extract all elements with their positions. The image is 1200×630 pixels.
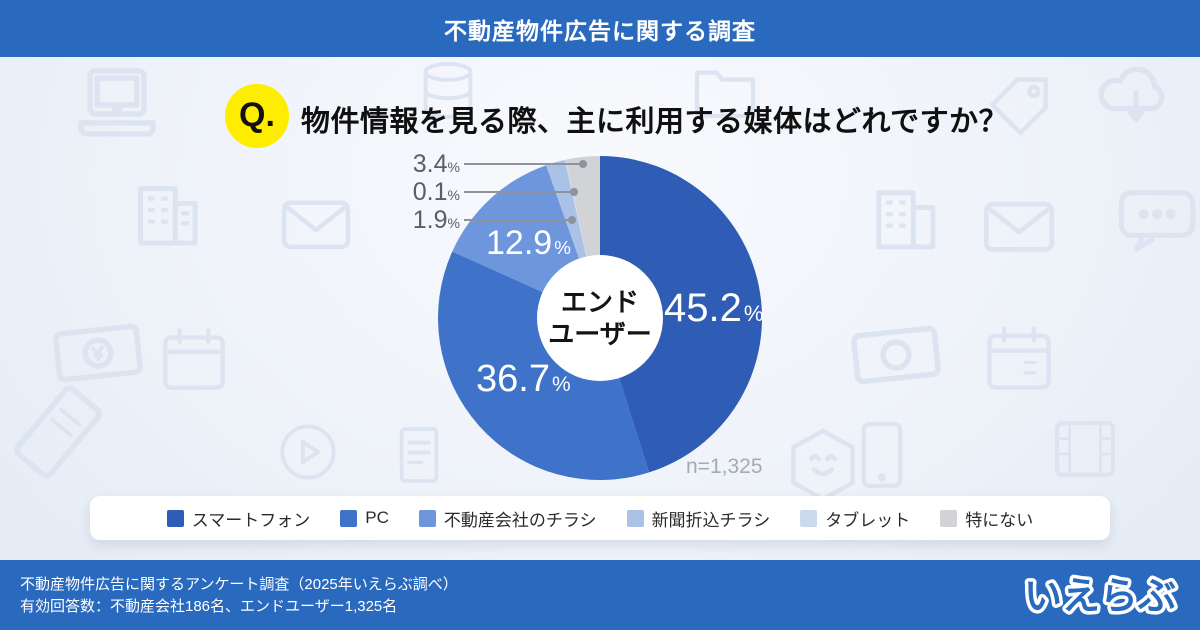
value-label-smartphone: 45.2% [664,286,764,330]
watermark-film-icon [1050,416,1120,482]
watermark-folder-icon [690,58,760,118]
legend-swatch-icon [418,509,436,527]
pie-center-label: エンド ユーザー [520,286,680,350]
pie-slice-1 [438,251,649,480]
sample-size-label: n=1,325 [686,455,763,478]
legend-label: 不動産会社のチラシ [443,510,597,530]
value-label-pc: 36.7% [476,358,571,400]
watermark-laptop-icon [62,60,172,150]
legend-item: タブレット [800,506,910,531]
pie-chart [438,156,762,480]
legend-item: 不動産会社のチラシ [418,506,597,531]
legend-label: PC [365,508,389,527]
watermark-sale-tag-icon [982,72,1056,142]
watermark-banknote-icon [49,317,147,388]
page-title: 不動産物件広告に関する調査 [444,17,756,44]
legend-label: タブレット [825,510,911,530]
watermark-calendar-icon [982,324,1056,392]
watermark-banknote-icon [847,319,945,390]
ielove-logo: いえらぶ [1016,568,1184,627]
legend: スマートフォン PC 不動産会社のチラシ 新聞折込チラシ タブレット 特にない [90,496,1110,540]
legend-swatch-icon [166,509,184,527]
legend-item: スマートフォン [166,506,311,531]
question-text: 物件情報を見る際、主に利用する媒体はどれですか？ [301,106,1009,138]
watermark-mascot-icon [786,426,860,504]
pie-slice-0 [600,156,762,473]
legend-item: PC [340,508,389,528]
pie-slices [438,156,762,480]
legend-swatch-icon [340,509,358,527]
watermark-envelope-icon [278,194,354,254]
watermark-envelope-icon [980,196,1058,256]
legend-swatch-icon [940,509,958,527]
legend-item: 特にない [940,506,1033,531]
watermark-building-icon [124,182,210,248]
footer-source-line: 不動産物件広告に関するアンケート調査（2025年いえらぶ調べ） [20,575,458,593]
watermark-cloud-download-icon [1092,54,1180,128]
header-bar: 不動産物件広告に関する調査 [0,0,1200,57]
value-label-newspaper: 1.9% [412,206,460,234]
value-label-tablet: 0.1% [412,178,460,206]
pie-center-label-line2: ユーザー [548,319,652,349]
watermark-calendar-icon [158,326,230,392]
legend-swatch-icon [626,509,644,527]
leader-lines [464,163,583,221]
footer-respondents-line: 有効回答数：不動産会社186名、エンドユーザー1,325名 [20,597,398,615]
value-label-none: 3.4% [412,150,460,178]
value-label-flyer: 12.9% [486,224,571,262]
watermark-ticket-icon [0,364,126,499]
pie-center-label-line1: エンド [560,287,639,317]
legend-label: スマートフォン [191,510,311,530]
legend-item: 新聞折込チラシ [626,506,771,531]
watermark-speech-bubble-icon [1114,186,1200,254]
watermark-building-icon [864,186,946,252]
watermark-play-icon [276,420,340,484]
ielove-logo-text: いえらぶ [1024,576,1176,618]
watermark-tablet-icon [852,420,912,490]
legend-label: 新聞折込チラシ [651,510,771,530]
watermark-document-icon [388,424,450,486]
question-badge: Q. [225,84,289,148]
question-badge-label: Q. [239,95,275,134]
legend-swatch-icon [800,509,818,527]
donut-hole [537,255,663,381]
footer-bar: 不動産物件広告に関するアンケート調査（2025年いえらぶ調べ） 有効回答数：不動… [0,560,1200,630]
watermark-database-icon [415,60,481,122]
leader-dots [568,160,587,224]
legend-label: 特にない [965,510,1034,530]
